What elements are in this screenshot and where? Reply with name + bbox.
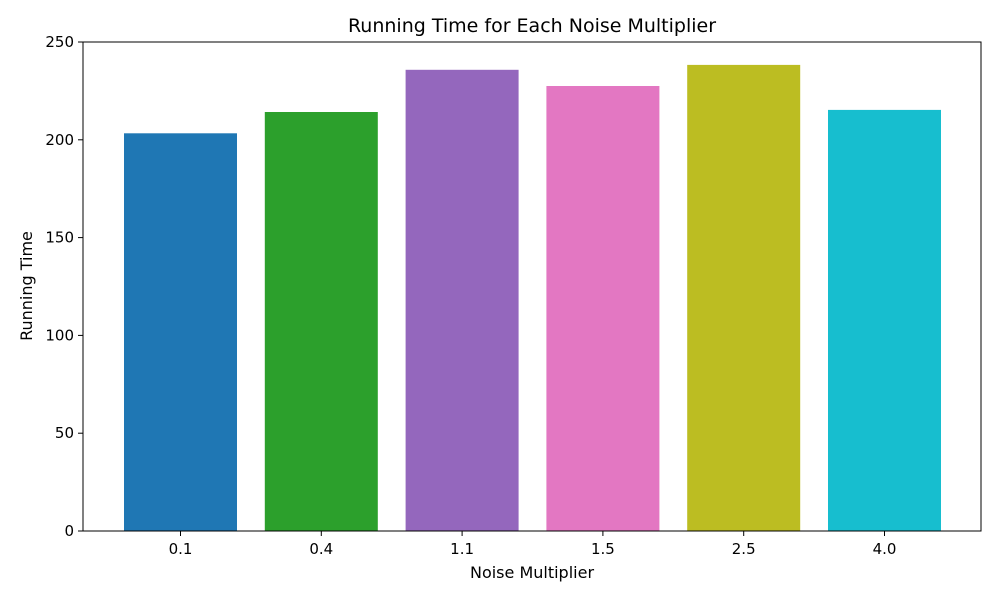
x-tick-label: 0.1 — [169, 540, 193, 558]
bar-1-5 — [546, 86, 660, 531]
bar-2-5 — [687, 64, 801, 532]
y-axis-title: Running Time — [17, 231, 36, 341]
y-tick-label: 0 — [64, 522, 74, 540]
y-tick-label: 50 — [55, 424, 74, 442]
x-axis-title: Noise Multiplier — [470, 563, 594, 582]
y-tick-label: 100 — [45, 326, 74, 344]
x-tick-label: 1.1 — [450, 540, 474, 558]
bars-layer — [124, 64, 941, 532]
x-tick-label: 0.4 — [309, 540, 333, 558]
x-axis: 0.1 0.4 1.1 1.5 2.5 4.0 — [169, 531, 897, 558]
bar-1-1 — [405, 69, 519, 532]
y-axis: 0 50 100 150 200 250 — [45, 33, 83, 540]
x-tick-label: 4.0 — [873, 540, 897, 558]
y-tick-label: 150 — [45, 229, 74, 247]
bar-0-4 — [264, 112, 378, 531]
y-tick-label: 200 — [45, 131, 74, 149]
y-tick-label: 250 — [45, 33, 74, 51]
x-tick-label: 2.5 — [732, 540, 756, 558]
bar-0-1 — [124, 133, 237, 532]
plot-frame — [82, 41, 982, 532]
chart-title: Running Time for Each Noise Multiplier — [348, 15, 716, 37]
bar-4-0 — [828, 109, 941, 532]
x-tick-label: 1.5 — [591, 540, 615, 558]
